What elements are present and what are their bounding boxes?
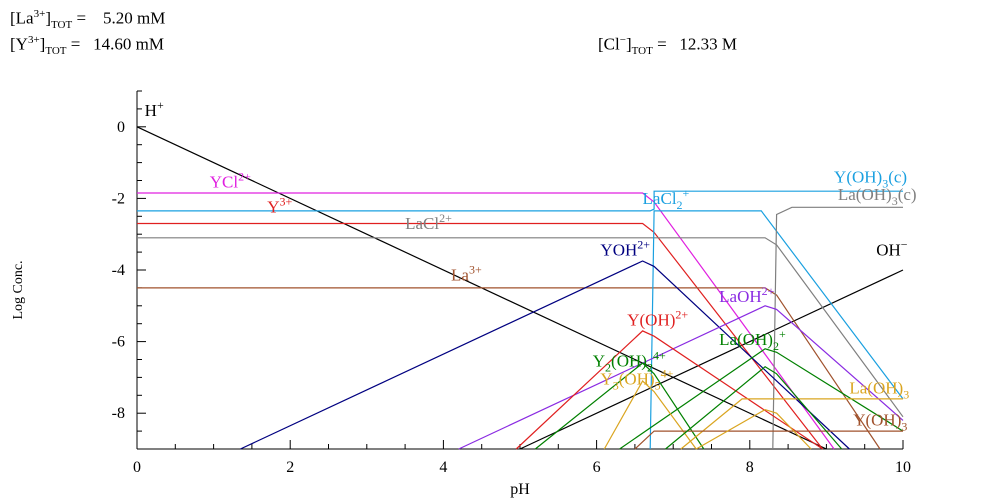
species-label: Y3+ [267, 195, 292, 217]
y-tick-label: -8 [112, 405, 125, 422]
y-tick-label: -4 [112, 262, 125, 279]
y-tick-label: 0 [117, 119, 125, 136]
x-tick-label: 6 [593, 459, 601, 476]
series-line [458, 305, 904, 450]
species-label: YCl2+ [210, 170, 251, 192]
species-label: H+ [145, 98, 164, 120]
series-line [137, 192, 835, 450]
y-total-label: [Y3+]TOT = 14.60 mM [10, 34, 164, 58]
series-line [695, 408, 812, 450]
species-label: Y(OH)3 [853, 411, 907, 434]
species-label: Y(OH)2+ [627, 307, 688, 329]
series-line [665, 365, 843, 450]
species-label: La(OH)3(c) [838, 185, 917, 208]
species-label: Y3(OH)54+ [600, 367, 673, 393]
x-tick-label: 8 [746, 459, 754, 476]
chart-series [136, 126, 904, 450]
series-line [603, 380, 697, 450]
species-label: Y2(OH)24+ [593, 349, 666, 375]
chart-axes: 0 2 4 6 8 10 0 -2 -4 -6 -8 [112, 90, 911, 476]
series-line [680, 398, 903, 450]
species-label: LaCl2+ [643, 186, 690, 212]
species-label: LaOH2+ [719, 284, 774, 306]
cl-total-label: [Cl−]TOT = 12.33 M [598, 34, 738, 58]
cl-total-value: 12.33 M [679, 34, 738, 54]
series-line [772, 206, 903, 450]
series-line [634, 430, 903, 450]
x-tick-label: 0 [133, 459, 141, 476]
y-axis-label: Log Conc. [11, 260, 26, 319]
series-line [649, 210, 904, 450]
series-line [515, 330, 823, 450]
series-line [137, 190, 903, 212]
x-tick-label: 10 [895, 459, 911, 476]
series-line [137, 287, 881, 450]
x-axis-label: pH [510, 481, 530, 498]
y-tick-label: -6 [112, 334, 125, 351]
y-total-value: 14.60 mM [93, 34, 164, 54]
series-line [534, 362, 705, 450]
species-label: YOH2+ [600, 238, 650, 260]
chart-labels: H+OH−YCl2+Y3+LaCl2+La3+LaCl2+Y(OH)3(c)La… [145, 98, 917, 434]
series-line [137, 237, 904, 418]
x-tick-label: 4 [439, 459, 447, 476]
species-label: La(OH)3 [849, 379, 909, 402]
species-label: LaCl2+ [405, 211, 452, 233]
series-line [619, 348, 904, 450]
species-label: Y(OH)3(c) [834, 167, 907, 190]
series-line [137, 222, 824, 450]
species-label: La3+ [451, 263, 482, 285]
x-tick-label: 2 [286, 459, 294, 476]
species-label: La(OH)2+ [719, 327, 786, 353]
species-label: OH− [876, 238, 908, 260]
la-total-label: [La3+]TOT = 5.20 mM [10, 8, 166, 32]
la-total-value: 5.20 mM [103, 8, 166, 28]
y-tick-label: -2 [112, 190, 125, 207]
series-line [519, 269, 904, 450]
